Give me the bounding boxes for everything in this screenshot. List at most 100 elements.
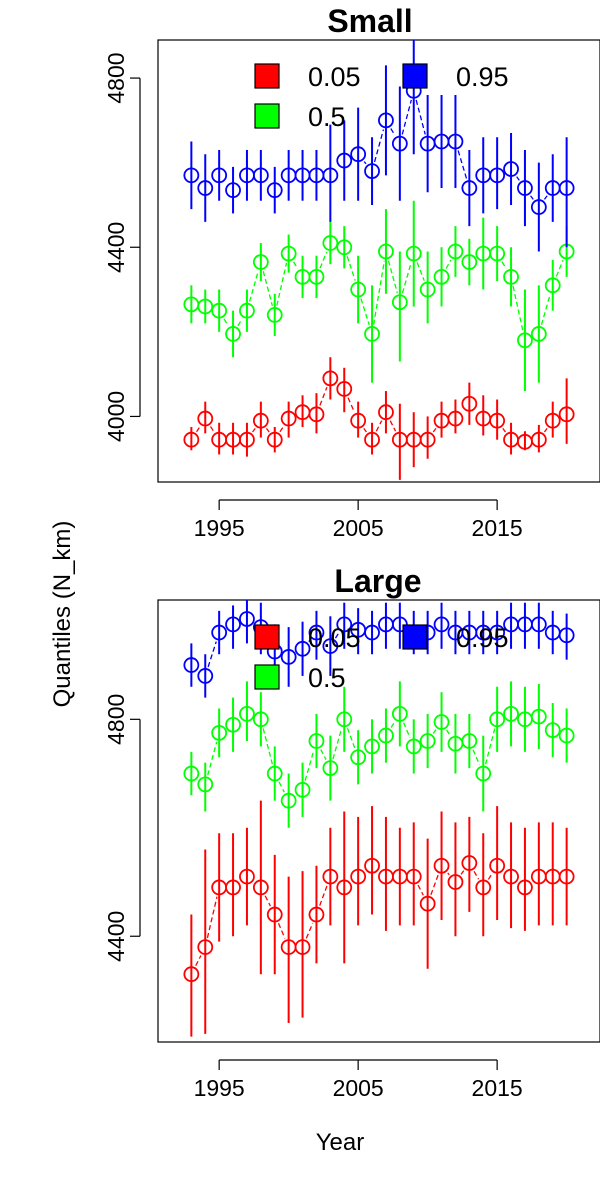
connector-segment — [207, 741, 218, 776]
series-05-large — [183, 681, 575, 828]
data-point — [503, 161, 519, 177]
data-point — [336, 381, 353, 397]
series-marks-large — [183, 600, 575, 1037]
data-point — [391, 135, 408, 152]
data-point — [252, 412, 269, 429]
plot-frame-small — [157, 39, 600, 483]
connector-segment — [416, 262, 425, 281]
data-point — [433, 857, 450, 874]
data-point — [419, 733, 436, 749]
panel-title-large: Large — [334, 563, 421, 599]
data-point — [350, 281, 367, 298]
connector-segment — [334, 632, 340, 639]
data-point — [419, 281, 436, 298]
data-point — [183, 167, 200, 184]
connector-segment — [487, 873, 493, 880]
data-point — [239, 611, 255, 627]
data-point — [239, 302, 255, 319]
legend-swatch — [402, 624, 428, 650]
legend-large: 0.05 0.95 0.5 — [254, 623, 509, 693]
data-point — [225, 326, 241, 342]
data-point — [517, 332, 533, 349]
connector-segment — [401, 99, 412, 135]
connector-segment — [402, 722, 411, 738]
data-point — [280, 792, 297, 809]
legend-entry-05: 0.5 — [254, 102, 346, 132]
connector-segment — [373, 129, 385, 163]
data-point — [447, 874, 464, 890]
legend-entry-095: 0.95 — [402, 623, 509, 653]
connector-segment — [540, 294, 551, 326]
data-point — [503, 268, 519, 285]
data-point — [433, 714, 450, 730]
data-point — [461, 254, 478, 270]
data-point — [378, 727, 394, 744]
data-point — [378, 112, 394, 129]
data-point — [239, 431, 255, 448]
y-tick-label: 4800 — [103, 52, 129, 103]
connector-segment — [530, 195, 534, 200]
data-point — [461, 855, 478, 871]
data-point — [266, 182, 283, 199]
data-point — [447, 133, 464, 150]
connector-segment — [252, 427, 256, 433]
series-005-small — [183, 357, 575, 480]
connector-segment — [279, 426, 284, 433]
series-095-small — [183, 40, 575, 252]
data-point — [544, 722, 561, 739]
data-point — [336, 152, 353, 169]
x-tick-label: 2005 — [333, 515, 384, 541]
data-point — [544, 277, 561, 294]
data-point — [530, 326, 547, 342]
data-point — [461, 180, 478, 196]
data-point — [183, 966, 200, 983]
connector-segment — [262, 728, 274, 765]
panel-title-small: Small — [327, 3, 412, 39]
connector-segment — [460, 870, 465, 875]
connector-segment — [332, 728, 343, 760]
connector-segment — [319, 251, 328, 269]
data-point — [530, 199, 547, 215]
legend-swatch — [254, 624, 280, 650]
data-point — [433, 268, 450, 285]
connector-segment — [262, 271, 273, 306]
connector-segment — [319, 885, 328, 906]
connector-segment — [390, 721, 396, 728]
data-point — [503, 705, 519, 722]
connector-segment — [516, 176, 520, 181]
data-point — [294, 781, 311, 798]
data-point — [252, 254, 269, 270]
data-point — [211, 167, 228, 184]
data-point — [364, 857, 380, 874]
connector-segment — [347, 397, 355, 413]
connector-segment — [196, 426, 201, 433]
legend-swatch — [254, 63, 280, 89]
data-point — [336, 711, 353, 728]
connector-segment — [387, 260, 398, 294]
data-point — [558, 627, 575, 644]
data-point — [350, 146, 367, 163]
x-tick-label: 2015 — [472, 1075, 523, 1101]
connector-segment — [207, 641, 217, 668]
x-axis-label: Year — [316, 1129, 365, 1156]
data-point — [183, 765, 200, 782]
y-tick-label: 4000 — [103, 391, 129, 442]
data-point — [391, 294, 408, 311]
connector-segment — [555, 260, 564, 277]
connector-segment — [237, 318, 243, 327]
data-point — [225, 616, 241, 633]
legend-swatch — [402, 63, 428, 89]
connector-segment — [346, 256, 356, 281]
data-point — [183, 657, 200, 673]
data-point — [294, 640, 311, 657]
data-point — [558, 868, 575, 885]
connector-segment — [363, 427, 367, 433]
data-point — [336, 879, 353, 896]
data-point — [183, 431, 200, 448]
data-point — [475, 879, 492, 896]
data-point — [280, 649, 297, 665]
x-tick-label: 1995 — [194, 1075, 245, 1101]
legend-label: 0.95 — [456, 623, 509, 653]
connector-segment — [319, 386, 328, 406]
data-point — [489, 624, 506, 641]
